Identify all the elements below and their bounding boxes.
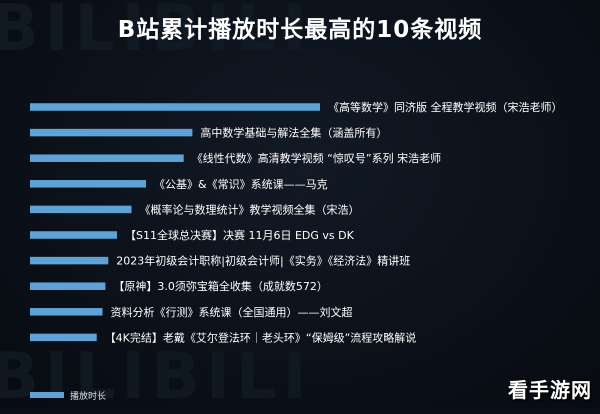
bar-1 bbox=[30, 103, 320, 111]
bar-5 bbox=[30, 205, 132, 214]
background-watermark-text-bottom: BILIBILI bbox=[0, 340, 313, 414]
bar-label-1: 《高等数学》同济版 全程教学视频（宋浩老师） bbox=[328, 100, 563, 114]
bar-10 bbox=[30, 333, 97, 342]
bar-9 bbox=[30, 308, 103, 316]
bar-2 bbox=[30, 128, 193, 137]
bar-8 bbox=[30, 282, 106, 290]
bar-label-2: 高中数学基础与解法全集（涵盖所有） bbox=[200, 126, 387, 140]
bar-7 bbox=[30, 256, 109, 265]
bar-chart: 《高等数学》同济版 全程教学视频（宋浩老师） 高中数学基础与解法全集（涵盖所有） 《… bbox=[30, 100, 563, 344]
bar-label-4: 《公基》&《常识》系统课——马克 bbox=[154, 178, 328, 191]
chart-title: B站累计播放时长最高的10条视频 bbox=[117, 17, 483, 43]
bar-label-7: 2023年初级会计职称|初级会计师|《实务》《经济法》精讲班 bbox=[116, 254, 410, 268]
chart-legend: 播放时长 bbox=[30, 388, 106, 402]
bar-label-6: 【S11全球总决赛】决赛 11月6日 EDG vs DK bbox=[125, 228, 355, 242]
site-watermark: 看手游网 bbox=[508, 378, 592, 402]
bar-label-9: 资料分析《行测》系统课（全国通用）——刘文超 bbox=[111, 305, 353, 319]
legend-swatch bbox=[30, 392, 64, 398]
bar-label-3: 《线性代数》高清教学视频 “惊叹号”系列 宋浩老师 bbox=[192, 151, 441, 165]
bar-label-10: 【4K完结】老戴《艾尔登法环｜老头环》“保姆级”流程攻略解说 bbox=[105, 330, 417, 344]
legend-label: 播放时长 bbox=[70, 391, 107, 402]
bar-label-5: 《概率论与数理统计》教学视频全集（宋浩） bbox=[140, 202, 360, 216]
bar-4 bbox=[30, 180, 146, 188]
bar-label-8: 【原神】3.0须弥宝箱全收集（成就数572） bbox=[113, 279, 328, 293]
background-watermark-text: BILIBILI bbox=[0, 0, 313, 66]
bar-6 bbox=[30, 231, 117, 239]
bar-3 bbox=[30, 154, 184, 162]
